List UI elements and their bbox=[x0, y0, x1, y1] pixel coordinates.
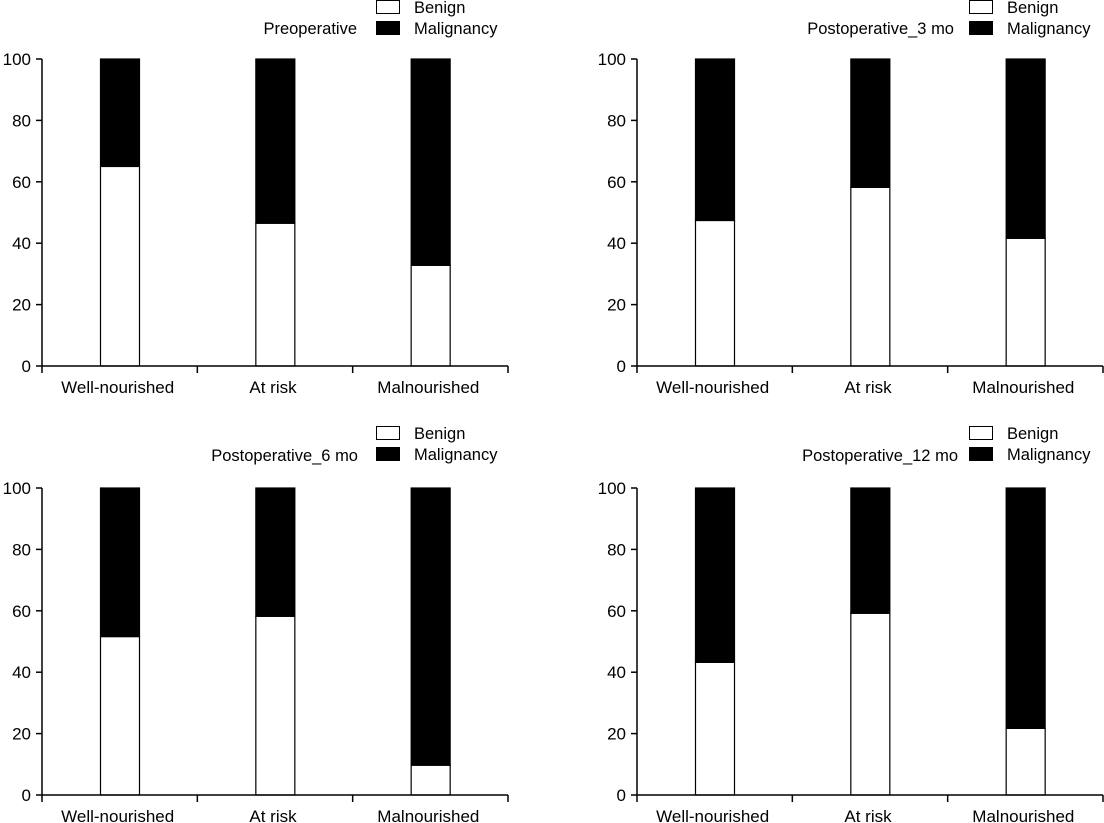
y-tick-label: 100 bbox=[3, 50, 31, 69]
bar-benign-malnourished bbox=[410, 764, 451, 796]
y-tick-label: 40 bbox=[607, 234, 626, 253]
x-category-label: Malnourished bbox=[972, 807, 1074, 823]
bar-benign-at-risk bbox=[255, 615, 296, 796]
bar-benign-well-nourished bbox=[694, 661, 736, 796]
bar-benign-well-nourished bbox=[99, 165, 141, 367]
panel-postoperative-12mo: Postoperative_12 mo Benign Malignancy 0 20 40… bbox=[598, 425, 1104, 823]
bar-malignancy-at-risk bbox=[255, 58, 296, 224]
y-tick-label: 100 bbox=[598, 479, 626, 498]
bar-malignancy-well-nourished bbox=[99, 58, 141, 168]
legend-label-malignancy: Malignancy bbox=[414, 446, 498, 464]
y-tick-label: 80 bbox=[12, 540, 31, 559]
bar-malignancy-malnourished bbox=[1005, 58, 1046, 239]
legend-swatch-malignancy bbox=[376, 21, 400, 35]
y-tick-label: 20 bbox=[607, 725, 626, 744]
x-category-label: At risk bbox=[249, 807, 297, 823]
x-category-label: At risk bbox=[844, 378, 892, 397]
legend-label-benign: Benign bbox=[414, 425, 465, 443]
legend-swatch-benign bbox=[969, 0, 993, 14]
bar-benign-at-risk bbox=[255, 222, 296, 367]
y-tick-label: 40 bbox=[12, 663, 31, 682]
y-tick-label: 20 bbox=[607, 296, 626, 315]
y-tick-label: 40 bbox=[12, 234, 31, 253]
y-tick-label: 80 bbox=[12, 111, 31, 130]
y-tick-label: 60 bbox=[12, 602, 31, 621]
y-tick-label: 0 bbox=[617, 786, 626, 805]
bar-malignancy-malnourished bbox=[1005, 487, 1046, 729]
x-category-label: At risk bbox=[844, 807, 892, 823]
bar-malignancy-well-nourished bbox=[694, 58, 736, 222]
bar-benign-malnourished bbox=[1005, 237, 1046, 367]
legend-swatch-benign bbox=[376, 0, 400, 14]
y-tick-label: 40 bbox=[607, 663, 626, 682]
bar-malignancy-at-risk bbox=[850, 487, 891, 614]
x-category-label: Well-nourished bbox=[656, 807, 769, 823]
chart-title: Postoperative_12 mo bbox=[802, 447, 958, 465]
bar-benign-at-risk bbox=[850, 186, 891, 367]
y-tick-label: 20 bbox=[12, 296, 31, 315]
x-category-label: Well-nourished bbox=[656, 378, 769, 397]
panel-postoperative-6mo: Postoperative_6 mo Benign Malignancy 0 20 40 6… bbox=[3, 425, 509, 823]
bar-malignancy-malnourished bbox=[410, 487, 451, 766]
bar-malignancy-at-risk bbox=[850, 58, 891, 188]
y-tick-label: 0 bbox=[22, 786, 31, 805]
y-tick-label: 60 bbox=[12, 173, 31, 192]
y-tick-label: 100 bbox=[598, 50, 626, 69]
legend-swatch-benign bbox=[969, 426, 993, 440]
legend-label-benign: Benign bbox=[1007, 0, 1058, 17]
chart-title: Postoperative_3 mo bbox=[807, 20, 954, 38]
panel-postoperative-3mo: Postoperative_3 mo Benign Malignancy 0 20 40 6… bbox=[598, 0, 1104, 397]
bar-malignancy-well-nourished bbox=[694, 487, 736, 663]
panel-preoperative: Preoperative Benign Malignancy 0 20 40 60 80 100… bbox=[3, 0, 509, 397]
y-tick-label: 80 bbox=[607, 111, 626, 130]
y-tick-label: 60 bbox=[607, 173, 626, 192]
legend-label-malignancy: Malignancy bbox=[414, 20, 498, 38]
y-tick-label: 0 bbox=[617, 357, 626, 376]
legend-label-benign: Benign bbox=[1007, 425, 1058, 443]
bar-benign-well-nourished bbox=[99, 635, 141, 796]
bar-benign-at-risk bbox=[850, 612, 891, 796]
bar-benign-malnourished bbox=[410, 264, 451, 367]
legend-label-benign: Benign bbox=[414, 0, 465, 17]
legend-swatch-malignancy bbox=[969, 21, 993, 35]
bar-benign-well-nourished bbox=[694, 219, 736, 367]
x-category-label: Well-nourished bbox=[61, 378, 174, 397]
x-category-label: Well-nourished bbox=[61, 807, 174, 823]
y-tick-label: 60 bbox=[607, 602, 626, 621]
legend-swatch-malignancy bbox=[376, 447, 400, 461]
bar-malignancy-well-nourished bbox=[99, 487, 141, 638]
x-category-label: Malnourished bbox=[377, 807, 479, 823]
y-tick-label: 80 bbox=[607, 540, 626, 559]
bar-malignancy-malnourished bbox=[410, 58, 451, 266]
x-category-label: Malnourished bbox=[377, 378, 479, 397]
y-tick-label: 0 bbox=[22, 357, 31, 376]
legend-label-malignancy: Malignancy bbox=[1007, 20, 1091, 38]
x-category-label: Malnourished bbox=[972, 378, 1074, 397]
bar-benign-malnourished bbox=[1005, 727, 1046, 796]
legend-label-malignancy: Malignancy bbox=[1007, 446, 1091, 464]
chart-title: Preoperative bbox=[263, 20, 357, 38]
x-category-label: At risk bbox=[249, 378, 297, 397]
legend-swatch-malignancy bbox=[969, 447, 993, 461]
y-tick-label: 100 bbox=[3, 479, 31, 498]
y-tick-label: 20 bbox=[12, 725, 31, 744]
legend-swatch-benign bbox=[376, 426, 400, 440]
bar-malignancy-at-risk bbox=[255, 487, 296, 617]
chart-title: Postoperative_6 mo bbox=[211, 447, 358, 465]
